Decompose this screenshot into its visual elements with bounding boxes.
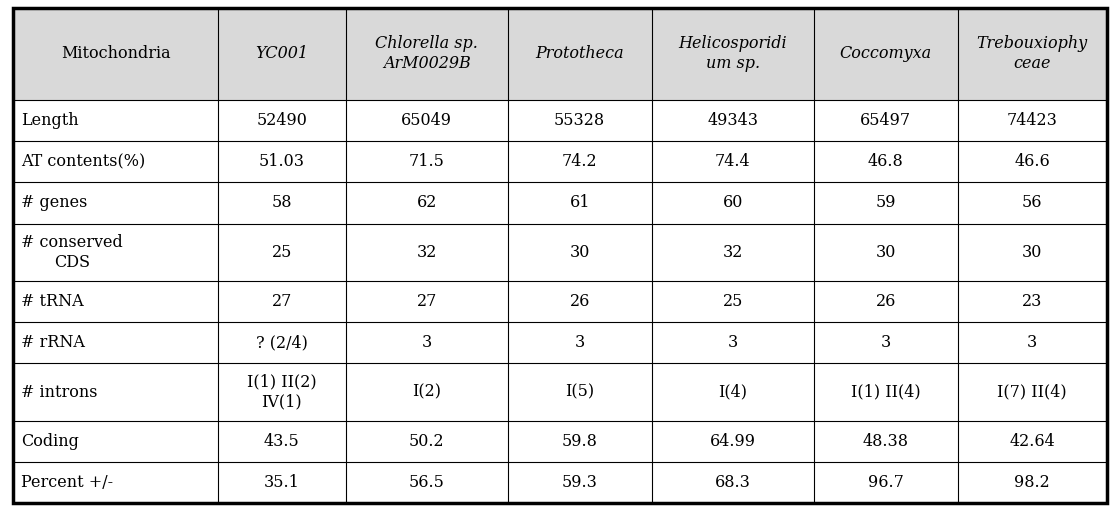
Text: 50.2: 50.2 [409,433,445,450]
Text: 3: 3 [1027,334,1037,352]
Text: Chlorella sp.
ArM0029B: Chlorella sp. ArM0029B [375,35,478,72]
Text: AT contents(%): AT contents(%) [21,153,146,170]
Text: 3: 3 [575,334,585,352]
Text: 62: 62 [417,195,437,212]
Text: 27: 27 [272,293,292,310]
Text: # rRNA: # rRNA [21,334,85,352]
Text: 23: 23 [1023,293,1043,310]
Text: 52490: 52490 [256,112,307,129]
Text: 56.5: 56.5 [409,474,445,491]
Text: I(7) II(4): I(7) II(4) [998,384,1067,401]
Text: 49343: 49343 [707,112,758,129]
Text: Coccomyxa: Coccomyxa [840,45,932,62]
Text: 46.8: 46.8 [868,153,904,170]
Text: 55328: 55328 [554,112,605,129]
Text: 25: 25 [272,244,292,261]
Text: 65049: 65049 [401,112,452,129]
Text: Prototheca: Prototheca [535,45,624,62]
Text: 59.8: 59.8 [562,433,598,450]
Text: 51.03: 51.03 [259,153,305,170]
Text: I(2): I(2) [412,384,441,401]
Text: Coding: Coding [21,433,80,450]
Text: 64.99: 64.99 [710,433,756,450]
Text: 25: 25 [722,293,743,310]
Text: 48.38: 48.38 [862,433,908,450]
Text: 46.6: 46.6 [1015,153,1051,170]
Text: 74.2: 74.2 [562,153,597,170]
Text: YC001: YC001 [255,45,308,62]
Text: I(5): I(5) [566,384,595,401]
Text: I(1) II(2)
IV(1): I(1) II(2) IV(1) [248,374,317,410]
Text: 35.1: 35.1 [264,474,300,491]
Text: Helicosporidi
um sp.: Helicosporidi um sp. [679,35,787,72]
Text: # introns: # introns [21,384,97,401]
Text: 26: 26 [569,293,590,310]
Text: 74423: 74423 [1007,112,1057,129]
Text: I(1) II(4): I(1) II(4) [851,384,921,401]
Text: Trebouxiophy
ceae: Trebouxiophy ceae [977,35,1088,72]
Text: # tRNA: # tRNA [21,293,84,310]
Text: 43.5: 43.5 [264,433,300,450]
Text: 74.4: 74.4 [715,153,750,170]
Text: 58: 58 [271,195,292,212]
Text: 30: 30 [1023,244,1043,261]
Text: I(4): I(4) [718,384,747,401]
Text: 42.64: 42.64 [1009,433,1055,450]
Text: 3: 3 [421,334,432,352]
Text: 56: 56 [1021,195,1043,212]
Text: 59: 59 [876,195,896,212]
Text: 96.7: 96.7 [868,474,904,491]
Text: 59.3: 59.3 [562,474,598,491]
Text: Percent +/-: Percent +/- [21,474,113,491]
Text: 30: 30 [569,244,590,261]
Text: 61: 61 [569,195,590,212]
Text: 32: 32 [722,244,743,261]
Text: # conserved
CDS: # conserved CDS [21,234,123,270]
Text: 98.2: 98.2 [1015,474,1051,491]
Text: 71.5: 71.5 [409,153,445,170]
Text: 68.3: 68.3 [715,474,750,491]
Text: 32: 32 [417,244,437,261]
Text: Length: Length [21,112,78,129]
Bar [13,8,1107,100]
Text: ? (2/4): ? (2/4) [255,334,308,352]
Text: Mitochondria: Mitochondria [60,45,170,62]
Text: 26: 26 [876,293,896,310]
Text: 3: 3 [728,334,738,352]
Text: 30: 30 [876,244,896,261]
Text: 27: 27 [417,293,437,310]
Text: 65497: 65497 [860,112,912,129]
Text: # genes: # genes [21,195,87,212]
Text: 3: 3 [880,334,890,352]
Text: 60: 60 [722,195,743,212]
